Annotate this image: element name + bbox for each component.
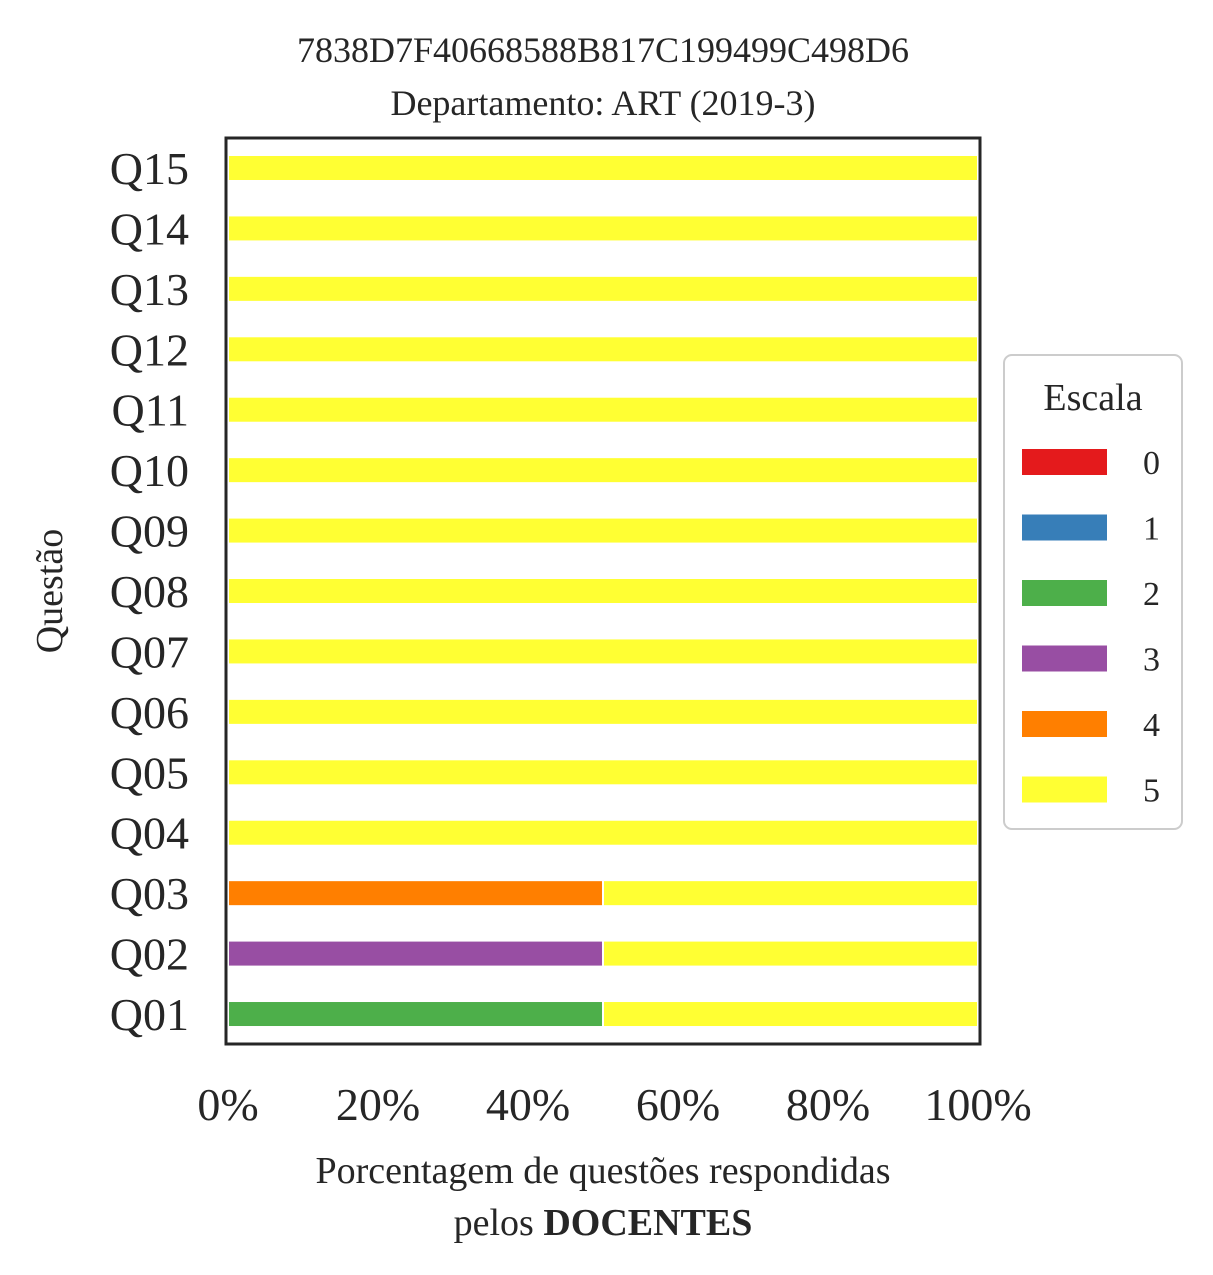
x-tick-label-5: 100% bbox=[924, 1079, 1031, 1130]
bar-q09-scale-5 bbox=[227, 516, 979, 545]
bar-q06-scale-5 bbox=[227, 697, 979, 726]
y-tick-label-q11: Q11 bbox=[111, 385, 189, 436]
legend-label-2: 2 bbox=[1143, 576, 1160, 613]
x-tick-label-1: 20% bbox=[336, 1079, 420, 1130]
x-tick-label-2: 40% bbox=[486, 1079, 570, 1130]
bar-q08-scale-5 bbox=[227, 577, 979, 606]
legend-swatch-2 bbox=[1022, 580, 1107, 606]
legend-label-3: 3 bbox=[1143, 642, 1160, 679]
chart-title: 7838D7F40668588B817C199499C498D6 bbox=[297, 30, 909, 70]
bar-q04-scale-5 bbox=[227, 818, 979, 847]
y-tick-label-q05: Q05 bbox=[110, 747, 189, 798]
legend-swatch-0 bbox=[1022, 449, 1107, 475]
y-tick-label-q10: Q10 bbox=[110, 445, 189, 496]
x-tick-labels: 0% 20% 40% 60% 80% 100% bbox=[197, 1079, 1031, 1130]
bar-q03-scale-5 bbox=[602, 879, 979, 908]
y-tick-label-q02: Q02 bbox=[110, 929, 189, 980]
bar-q13-scale-5 bbox=[227, 274, 979, 303]
x-axis-label-prefix: pelos bbox=[454, 1202, 534, 1244]
y-tick-label-q08: Q08 bbox=[110, 566, 189, 617]
x-axis-label-line1: Porcentagem de questões respondidas bbox=[315, 1150, 890, 1192]
legend-swatch-1 bbox=[1022, 514, 1107, 541]
bar-q12-scale-5 bbox=[227, 335, 979, 364]
x-axis-label-emphasis: DOCENTES bbox=[543, 1202, 752, 1244]
bar-q10-scale-5 bbox=[227, 456, 979, 485]
legend-label-0: 0 bbox=[1143, 445, 1160, 482]
y-tick-label-q12: Q12 bbox=[110, 324, 189, 375]
bar-q05-scale-5 bbox=[227, 758, 979, 787]
chart-subtitle: Departamento: ART (2019-3) bbox=[390, 83, 815, 123]
legend-title: Escala bbox=[1043, 377, 1142, 419]
legend-label-5: 5 bbox=[1143, 773, 1160, 810]
legend-items: 0 1 2 3 4 5 bbox=[1022, 445, 1160, 810]
bar-q02-scale-3 bbox=[227, 939, 604, 968]
bar-q15-scale-5 bbox=[227, 154, 979, 182]
y-tick-label-q06: Q06 bbox=[110, 687, 189, 738]
y-tick-label-q09: Q09 bbox=[110, 506, 189, 557]
legend-swatch-4 bbox=[1022, 711, 1107, 737]
y-tick-label-q15: Q15 bbox=[110, 143, 189, 194]
bar-q03-scale-4 bbox=[227, 879, 604, 908]
x-tick-label-0: 0% bbox=[197, 1079, 258, 1130]
x-axis-label-line2: pelos DOCENTES bbox=[454, 1202, 753, 1244]
legend-swatch-5 bbox=[1022, 776, 1107, 803]
y-tick-label-q07: Q07 bbox=[110, 626, 189, 677]
bar-q01-scale-5 bbox=[602, 1000, 979, 1029]
bars-group bbox=[227, 154, 979, 1029]
plot-frame bbox=[224, 136, 982, 1046]
bar-q11-scale-5 bbox=[227, 395, 979, 424]
bar-q07-scale-5 bbox=[227, 637, 979, 666]
y-axis-label: Questão bbox=[29, 529, 71, 654]
y-tick-label-q14: Q14 bbox=[110, 203, 189, 254]
legend: Escala 0 1 2 3 4 5 bbox=[1003, 354, 1183, 830]
legend-label-1: 1 bbox=[1143, 511, 1160, 548]
y-tick-label-q04: Q04 bbox=[110, 808, 189, 859]
x-tick-label-3: 60% bbox=[636, 1079, 720, 1130]
x-tick-label-4: 80% bbox=[786, 1079, 870, 1130]
bar-q01-scale-2 bbox=[227, 1000, 604, 1029]
y-tick-label-q01: Q01 bbox=[110, 989, 189, 1040]
y-tick-label-q13: Q13 bbox=[110, 264, 189, 315]
legend-label-4: 4 bbox=[1143, 707, 1160, 744]
legend-swatch-3 bbox=[1022, 645, 1107, 672]
bar-q02-scale-5 bbox=[602, 939, 979, 968]
y-tick-label-q03: Q03 bbox=[110, 868, 189, 919]
bar-q14-scale-5 bbox=[227, 214, 979, 243]
y-tick-labels: Q01 Q02 Q03 Q04 Q05 Q06 Q07 Q08 Q09 Q10 Q11 Q12 Q13 Q… bbox=[110, 143, 189, 1040]
